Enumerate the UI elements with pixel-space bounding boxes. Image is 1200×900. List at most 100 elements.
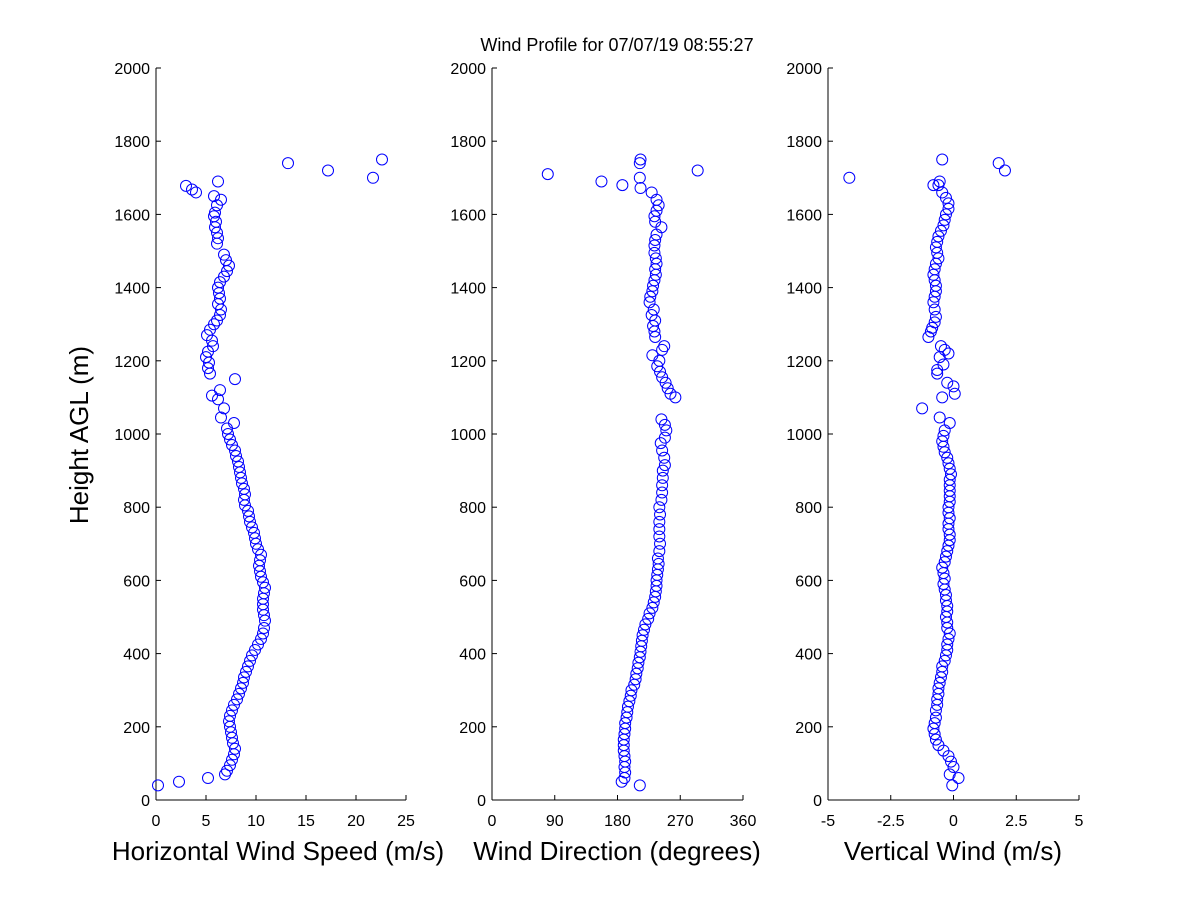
data-point [649, 234, 662, 247]
data-point [843, 171, 856, 184]
data-point [645, 186, 658, 199]
data-point [926, 321, 939, 334]
data-point [649, 252, 662, 265]
y-tick-label: 1600 [114, 207, 150, 224]
data-point [209, 206, 221, 219]
x-tick-label: 25 [397, 813, 415, 830]
x-tick-label: 2.5 [1005, 813, 1027, 830]
data-point [616, 179, 629, 192]
data-point [943, 627, 956, 640]
x-tick-label: 0 [949, 813, 958, 830]
data-point [937, 429, 950, 442]
y-tick-label: 1200 [114, 354, 150, 371]
data-point [938, 213, 951, 226]
data-point [230, 449, 242, 462]
data-point [223, 259, 235, 272]
y-tick-label: 1200 [786, 354, 822, 371]
data-point [934, 340, 947, 353]
data-point [223, 715, 235, 728]
data-point [656, 479, 669, 492]
data-point [931, 235, 944, 248]
data-point [231, 693, 243, 706]
data-point [643, 607, 656, 620]
y-tick-label: 200 [123, 720, 150, 737]
data-point [212, 175, 224, 188]
y-tick-label: 0 [477, 793, 486, 810]
data-point [936, 153, 949, 166]
panel-horizontal-wind-speed: 0 200 400 600 800 1000 1200 1400 1600 1800 2000 0 5 1… [112, 61, 444, 866]
x-tick-label: 0 [488, 813, 497, 830]
data-point [998, 164, 1011, 177]
data-point [211, 314, 223, 327]
data-point [652, 557, 665, 570]
data-point [655, 493, 668, 506]
x-tick-label: -2.5 [877, 813, 905, 830]
data-point [255, 548, 267, 561]
data-point [202, 772, 214, 785]
data-point [226, 704, 238, 717]
data-point [654, 508, 667, 521]
x-axis-label: Wind Direction (degrees) [473, 836, 761, 866]
x-tick-label: 20 [347, 813, 365, 830]
data-point [239, 488, 251, 501]
data-point [376, 153, 388, 166]
y-tick-label: 0 [813, 793, 822, 810]
data-point [933, 175, 946, 188]
data-point [367, 171, 379, 184]
data-point [653, 530, 666, 543]
data-point [943, 462, 956, 475]
data-point [944, 468, 957, 481]
data-point [929, 241, 942, 254]
data-point [942, 197, 955, 210]
data-point [929, 711, 942, 724]
data-point [643, 296, 656, 309]
y-tick-label: 1000 [114, 427, 150, 444]
data-point [943, 768, 956, 781]
data-point [647, 279, 660, 292]
data-point [939, 208, 952, 221]
data-point [938, 654, 951, 667]
y-tick-label: 800 [459, 500, 486, 517]
y-tick-label: 600 [795, 573, 822, 590]
y-tick-label: 200 [459, 720, 486, 737]
x-axis-label: Vertical Wind (m/s) [844, 836, 1062, 866]
y-axis-label: Height AGL (m) [64, 346, 94, 524]
data-point [249, 643, 261, 656]
data-point [208, 190, 220, 203]
data-point [252, 543, 264, 556]
data-point [228, 698, 240, 711]
x-tick-label: 270 [667, 813, 694, 830]
y-tick-label: 1800 [786, 134, 822, 151]
data-point [936, 391, 949, 404]
data-point [259, 581, 271, 594]
data-point [656, 471, 669, 484]
data-point [240, 665, 252, 678]
data-point [243, 510, 255, 523]
data-point [933, 676, 946, 689]
data-point [220, 254, 232, 267]
y-tick-label: 400 [795, 647, 822, 664]
x-tick-label: 360 [730, 813, 757, 830]
data-point [639, 618, 652, 631]
data-point [257, 576, 269, 589]
data-point [943, 417, 956, 430]
data-point [212, 281, 224, 294]
data-point [927, 179, 940, 192]
x-tick-label: 0 [152, 813, 161, 830]
data-point [946, 779, 959, 792]
data-point [255, 632, 267, 645]
data-point [648, 210, 661, 223]
chart-title: Wind Profile for 07/07/19 08:55:27 [480, 35, 753, 55]
data-point [947, 380, 960, 393]
data-point [942, 347, 955, 360]
data-point [237, 676, 249, 689]
data-point [246, 649, 258, 662]
data-point [660, 424, 673, 437]
data-point [201, 329, 213, 342]
x-tick-label: 10 [247, 813, 265, 830]
x-tick-label: 5 [1075, 813, 1084, 830]
data-point [233, 460, 245, 473]
data-point [238, 671, 250, 684]
data-point [244, 654, 256, 667]
data-point [648, 246, 661, 259]
